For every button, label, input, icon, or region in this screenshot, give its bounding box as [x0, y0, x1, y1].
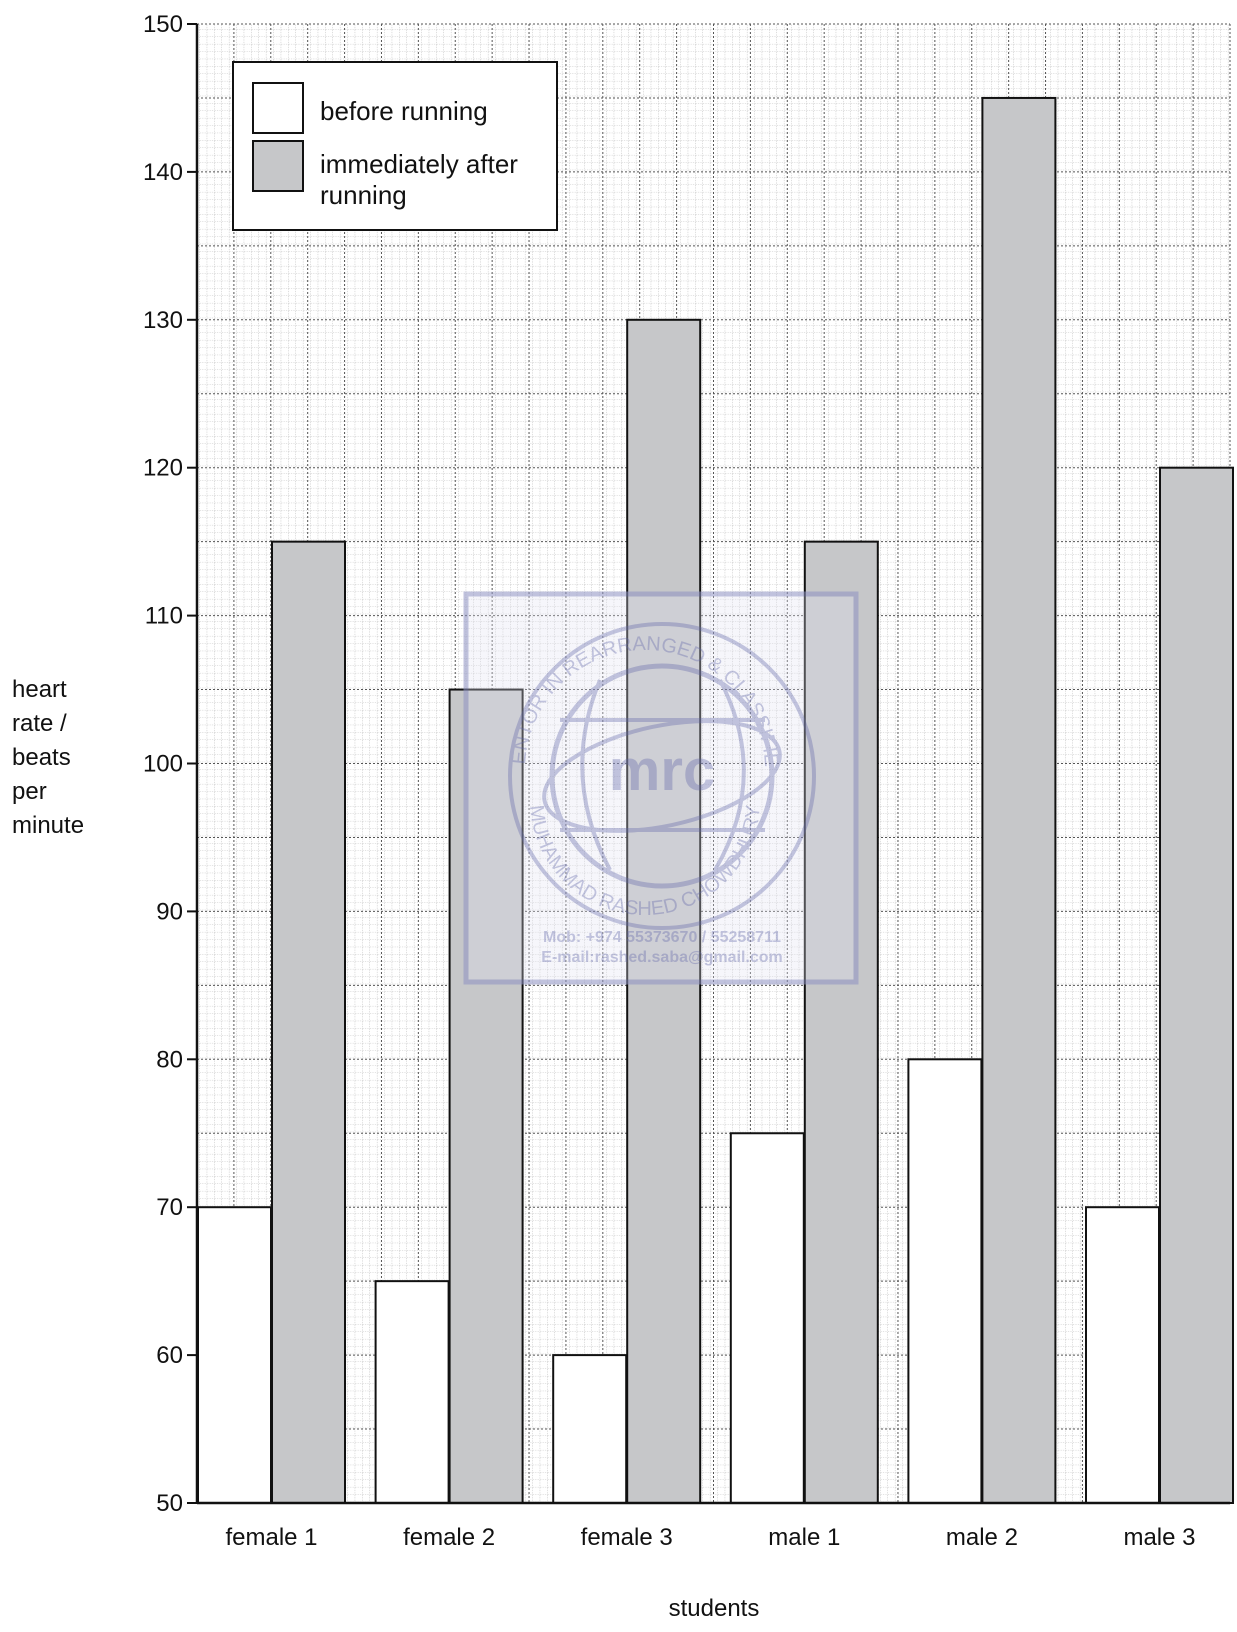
watermark-outer-ring	[508, 622, 816, 930]
bar-before-female-3	[552, 1354, 628, 1504]
y-tick-label: 90	[156, 898, 183, 925]
x-axis-ticks: female 1 female 2 female 3 male 1 male 2 male…	[225, 1524, 1195, 1551]
x-tick-label: female 2	[403, 1524, 495, 1551]
y-tick-label: 110	[145, 603, 183, 630]
watermark-frame	[463, 591, 859, 985]
x-tick-label: male 3	[1123, 1524, 1195, 1551]
y-tick-label: 120	[143, 455, 183, 482]
bar-after-male-3	[1159, 466, 1234, 1505]
y-tick-label: 150	[143, 11, 183, 38]
legend-swatch-before-running	[252, 82, 304, 134]
bar-after-male-2	[981, 96, 1057, 1505]
bar-before-female-2	[374, 1280, 450, 1505]
bar-after-female-2	[448, 688, 524, 1504]
y-tick-label: 80	[156, 1046, 183, 1073]
x-tick-label: male 2	[946, 1524, 1018, 1551]
y-tick-label: 70	[156, 1194, 183, 1221]
bar-after-female-1	[271, 540, 346, 1504]
x-axis-label: students	[669, 1595, 760, 1622]
bar-before-female-1	[197, 1206, 272, 1504]
legend-label-before-running: before running	[320, 96, 488, 126]
y-tick-label: 50	[156, 1490, 183, 1517]
legend-label-after-running: immediately after running	[320, 149, 518, 210]
legend: before running immediately after running	[232, 61, 558, 231]
globe-lines-icon	[560, 679, 765, 872]
y-tick-label: 140	[143, 159, 183, 186]
legend-swatch-after-running	[252, 140, 304, 192]
bars	[197, 96, 1234, 1505]
y-tick-label: 100	[143, 751, 183, 778]
bar-before-male-1	[729, 1132, 805, 1504]
y-tick-label: 130	[143, 307, 183, 334]
x-tick-label: male 1	[768, 1524, 840, 1551]
bar-before-male-3	[1085, 1206, 1160, 1504]
x-tick-label: female 1	[225, 1524, 317, 1551]
bar-before-male-2	[907, 1058, 983, 1505]
y-axis-ticks: 50 60 70 80 90 100 110 120 130 140 150	[143, 11, 197, 1517]
bar-after-female-3	[626, 318, 702, 1504]
watermark-logo-text: mrc	[609, 738, 715, 803]
y-tick-label: 60	[156, 1342, 183, 1369]
globe-orbit-icon	[542, 719, 782, 833]
watermark-phone: Mob: +974 55373670 / 55258711	[543, 929, 781, 946]
x-tick-label: female 3	[581, 1524, 673, 1551]
y-axis-label: heart rate / beats per minute	[12, 676, 84, 839]
watermark-email: E-mail:rashed.saba@gmail.com	[541, 949, 782, 966]
